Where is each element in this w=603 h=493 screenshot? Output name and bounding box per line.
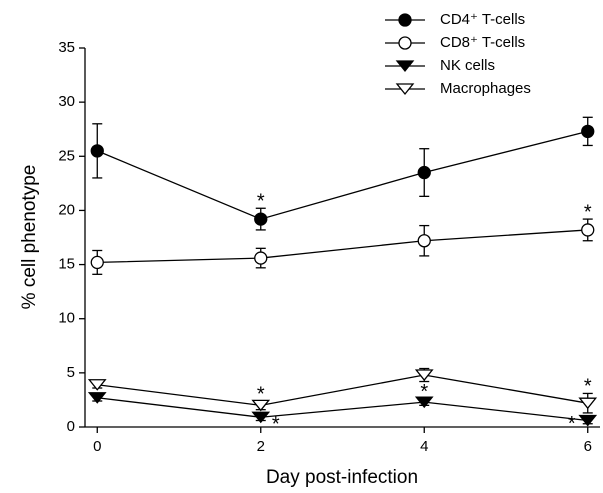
data-point [581, 124, 595, 139]
data-point [414, 369, 434, 382]
data-point [90, 255, 104, 270]
series-line [97, 397, 588, 422]
x-axis-title: Day post-infection [266, 467, 418, 488]
y-tick-label: 35 [58, 39, 75, 56]
significance-marker: * [420, 381, 428, 403]
y-tick-label: 30 [58, 93, 75, 110]
legend-marker [398, 36, 412, 50]
series-line [97, 229, 588, 264]
significance-marker: * [584, 376, 592, 398]
legend-label: CD4⁺ T-cells [440, 11, 525, 28]
significance-marker: * [257, 383, 265, 405]
y-tick-label: 5 [67, 364, 75, 381]
y-tick-label: 25 [58, 147, 75, 164]
legend-marker [395, 60, 415, 73]
y-tick-label: 15 [58, 256, 75, 273]
y-tick-label: 0 [67, 418, 75, 435]
x-tick-label: 6 [584, 438, 592, 455]
legend-label: Macrophages [440, 80, 531, 97]
y-tick-label: 20 [58, 201, 75, 218]
data-point [254, 212, 268, 226]
legend-label: CD8⁺ T-cells [440, 34, 525, 51]
x-tick-label: 2 [257, 438, 265, 455]
significance-marker: * [272, 414, 280, 436]
series-line [97, 130, 588, 220]
x-tick-label: 0 [93, 438, 101, 455]
data-point [90, 144, 104, 158]
data-point [417, 234, 431, 248]
data-point [417, 165, 431, 180]
data-point [87, 379, 107, 391]
legend-label: NK cells [440, 57, 495, 74]
y-tick-label: 10 [58, 310, 75, 327]
significance-marker: * [568, 413, 576, 435]
data-point [414, 396, 434, 409]
data-point [251, 399, 271, 412]
data-point [578, 397, 598, 410]
y-axis-title: % cell phenotype [19, 165, 40, 310]
data-point [251, 411, 271, 424]
legend-marker [398, 13, 412, 27]
data-point [581, 223, 595, 237]
series-line [97, 374, 588, 407]
data-point [254, 251, 268, 265]
legend-marker [395, 83, 415, 96]
x-tick-label: 4 [420, 438, 428, 455]
significance-marker: * [257, 191, 265, 213]
data-point [578, 414, 598, 427]
significance-marker: * [584, 201, 592, 223]
data-point [87, 392, 107, 404]
